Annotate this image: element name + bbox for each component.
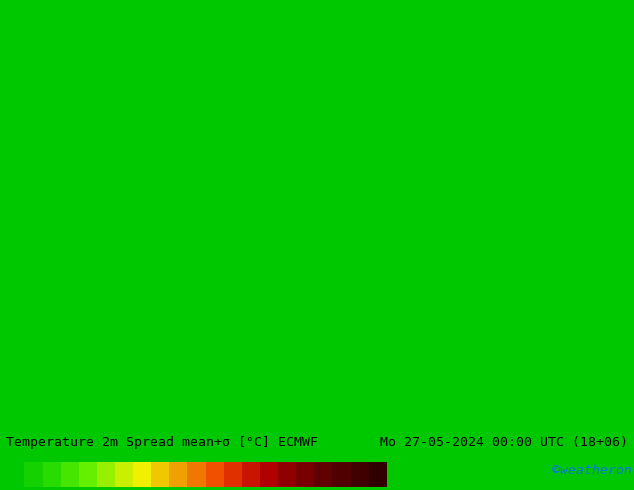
Bar <box>169 462 188 487</box>
Bar <box>260 462 278 487</box>
Bar <box>332 462 351 487</box>
Bar <box>133 462 152 487</box>
Text: Temperature 2m Spread mean+σ [°C] ECMWF: Temperature 2m Spread mean+σ [°C] ECMWF <box>6 436 318 449</box>
Bar <box>6 462 25 487</box>
Bar <box>42 462 61 487</box>
Bar <box>314 462 332 487</box>
Bar <box>242 462 260 487</box>
Text: ©weatheronline.co.uk: ©weatheronline.co.uk <box>552 464 634 477</box>
Bar <box>278 462 296 487</box>
Bar <box>79 462 97 487</box>
Bar <box>97 462 115 487</box>
Bar <box>296 462 314 487</box>
Bar <box>152 462 169 487</box>
Bar <box>188 462 205 487</box>
Bar <box>351 462 368 487</box>
Bar <box>61 462 79 487</box>
Bar <box>205 462 224 487</box>
Bar <box>368 462 387 487</box>
Bar <box>25 462 42 487</box>
Bar <box>224 462 242 487</box>
Bar <box>115 462 133 487</box>
Text: Mo 27-05-2024 00:00 UTC (18+06): Mo 27-05-2024 00:00 UTC (18+06) <box>380 436 628 449</box>
